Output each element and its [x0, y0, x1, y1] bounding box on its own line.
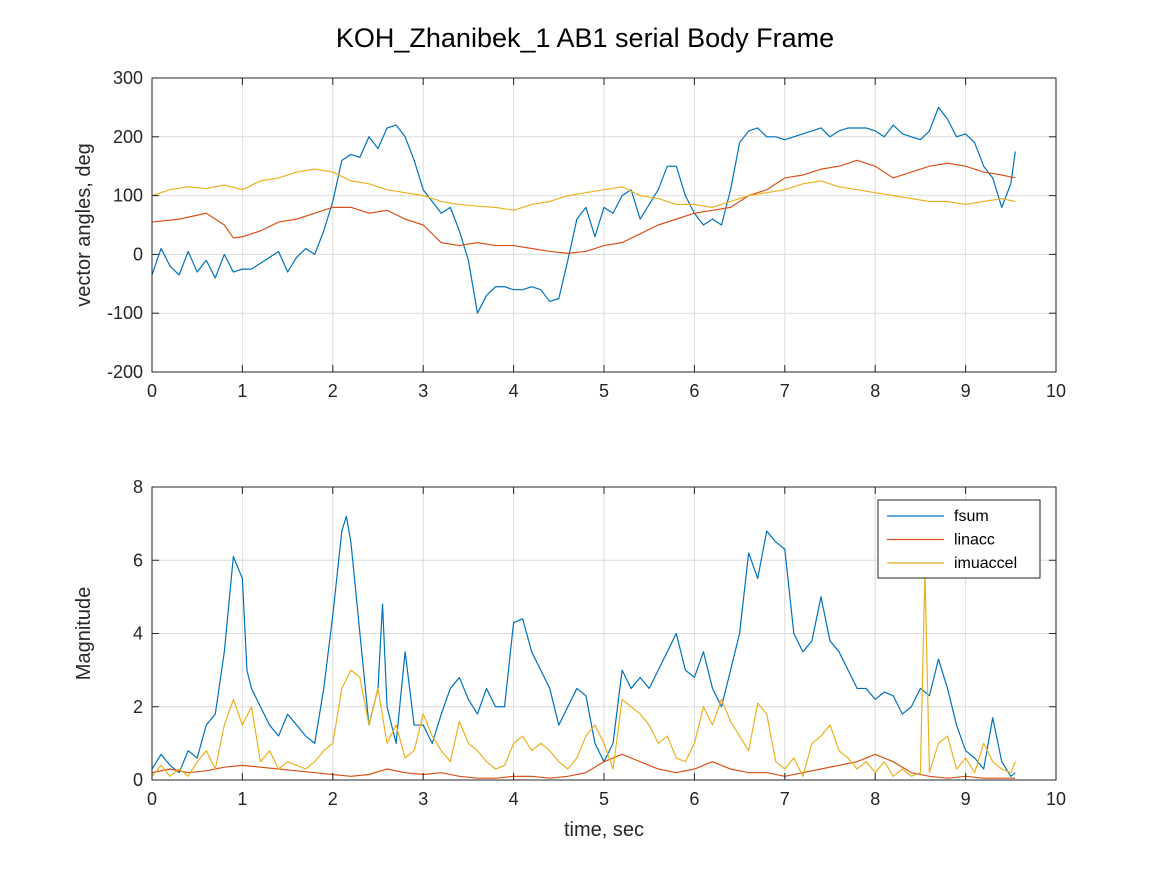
angles-series-linacc [152, 159, 1016, 254]
magnitude-ylabel: Magnitude [73, 587, 95, 680]
magnitude-xtick-label: 9 [961, 789, 971, 809]
figure-title: KOH_Zhanibek_1 AB1 serial Body Frame [336, 23, 834, 53]
angles-ytick-label: 0 [133, 244, 143, 264]
angles-xtick-label: 7 [780, 381, 790, 401]
magnitude-series-imuaccel [152, 570, 1016, 777]
magnitude-xtick-label: 4 [509, 789, 519, 809]
angles-xtick-label: 6 [689, 381, 699, 401]
magnitude-xtick-label: 8 [870, 789, 880, 809]
angles-ylabel: vector angles, deg [73, 143, 95, 306]
magnitude-xtick-label: 7 [780, 789, 790, 809]
angles-xtick-label: 4 [509, 381, 519, 401]
angles-ytick-label: 200 [113, 127, 143, 147]
angles-xtick-label: 0 [147, 381, 157, 401]
magnitude-xtick-label: 0 [147, 789, 157, 809]
magnitude-ytick-label: 4 [133, 624, 143, 644]
angles-xtick-label: 8 [870, 381, 880, 401]
magnitude-ytick-label: 6 [133, 550, 143, 570]
angles-series-imuaccel [152, 168, 1016, 211]
magnitude-xtick-label: 3 [418, 789, 428, 809]
angles-ytick-label: 300 [113, 68, 143, 88]
magnitude-ytick-label: 2 [133, 697, 143, 717]
magnitude-series-linacc [152, 753, 1016, 779]
angles-xtick-label: 5 [599, 381, 609, 401]
angles-ytick-label: 100 [113, 186, 143, 206]
magnitude-xtick-label: 1 [237, 789, 247, 809]
magnitude-series-fsum [152, 515, 1016, 777]
angles-series-fsum [152, 106, 1016, 314]
magnitude-xtick-label: 2 [328, 789, 338, 809]
angles-xtick-label: 1 [237, 381, 247, 401]
angles-ytick-label: -200 [107, 362, 143, 382]
magnitude-xtick-label: 10 [1046, 789, 1066, 809]
magnitude-ytick-label: 8 [133, 477, 143, 497]
magnitude-axes: 0 1 2 3 4 5 6 7 8 9 10 0 2 4 6 8 Magnitude time, sec fsum l… [73, 477, 1066, 841]
magnitude-xlabel: time, sec [564, 819, 644, 841]
angles-axes: 0 1 2 3 4 5 6 7 8 9 10 -200 -100 0 100 200 300 vector ang… [73, 68, 1066, 401]
magnitude-legend: fsum linacc imuaccel [877, 499, 1041, 579]
magnitude-ytick-label: 0 [133, 770, 143, 790]
magnitude-xtick-label: 6 [689, 789, 699, 809]
legend-label-imuaccel: imuaccel [954, 555, 1017, 572]
legend-label-fsum: fsum [954, 508, 989, 525]
angles-xtick-label: 3 [418, 381, 428, 401]
magnitude-xtick-label: 5 [599, 789, 609, 809]
angles-xtick-label: 10 [1046, 381, 1066, 401]
angles-xtick-label: 2 [328, 381, 338, 401]
legend-label-linacc: linacc [954, 532, 995, 549]
angles-xtick-label: 9 [961, 381, 971, 401]
angles-ytick-label: -100 [107, 303, 143, 323]
